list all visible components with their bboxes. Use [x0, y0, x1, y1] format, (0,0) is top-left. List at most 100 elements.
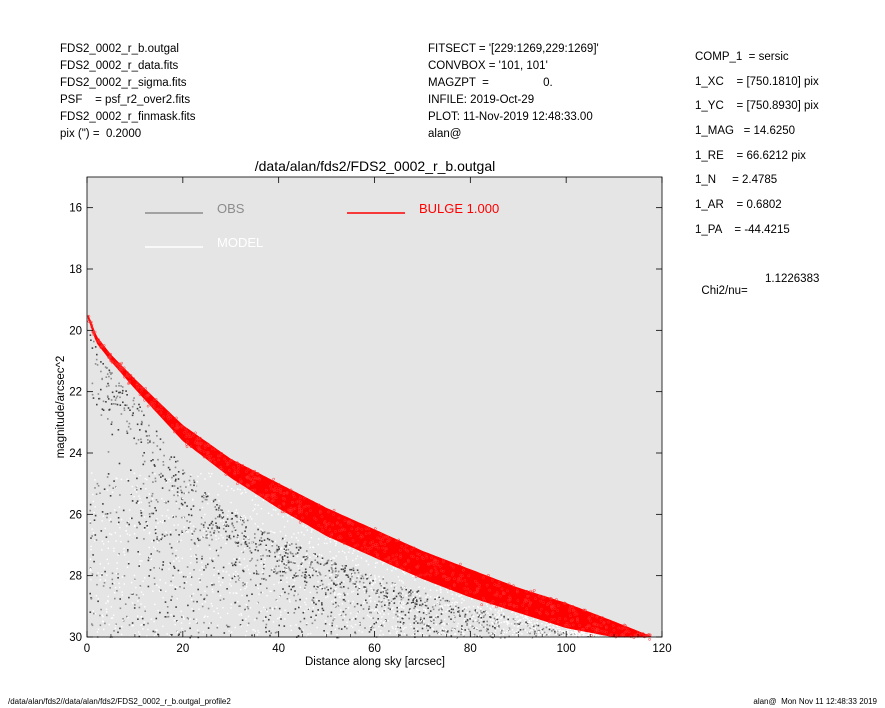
- model-point: [454, 604, 456, 606]
- model-point: [139, 497, 141, 500]
- obs-point: [175, 500, 178, 503]
- bulge-point: [272, 489, 276, 493]
- obs-point: [167, 466, 170, 469]
- model-point: [327, 595, 329, 598]
- obs-point: [261, 532, 264, 534]
- bulge-point: [270, 494, 274, 498]
- obs-point: [178, 633, 180, 635]
- model-point: [370, 580, 372, 583]
- bulge-point: [302, 505, 306, 509]
- model-point: [322, 611, 325, 613]
- obs-point: [376, 592, 379, 595]
- obs-point: [236, 536, 239, 539]
- obs-point: [222, 528, 225, 530]
- obs-point: [285, 564, 288, 566]
- model-point: [548, 626, 550, 628]
- bulge-point: [144, 387, 147, 390]
- model-point: [222, 536, 224, 539]
- model-point: [377, 602, 380, 605]
- obs-point: [389, 608, 392, 611]
- model-point: [567, 631, 570, 633]
- model-point: [251, 541, 253, 544]
- obs-point: [150, 460, 152, 462]
- obs-point: [319, 563, 322, 565]
- model-point: [227, 485, 229, 488]
- model-point: [131, 602, 134, 604]
- model-point: [455, 601, 457, 603]
- obs-point: [283, 570, 285, 573]
- obs-point: [356, 569, 359, 571]
- obs-point: [186, 566, 189, 568]
- model-point: [320, 585, 322, 588]
- model-point: [234, 626, 236, 629]
- model-point: [461, 598, 463, 600]
- obs-point: [211, 560, 214, 563]
- obs-point: [330, 587, 332, 590]
- obs-point: [131, 414, 134, 417]
- model-point: [489, 618, 492, 621]
- bulge-point: [152, 404, 156, 408]
- model-point: [301, 565, 303, 567]
- obs-point: [512, 618, 515, 620]
- bulge-point: [100, 344, 104, 348]
- bulge-point: [394, 557, 398, 561]
- obs-point: [162, 441, 165, 444]
- model-point: [555, 630, 557, 632]
- obs-point: [554, 632, 556, 634]
- obs-point: [147, 622, 149, 625]
- model-point: [447, 623, 450, 625]
- model-point: [130, 492, 132, 495]
- middle-info-line: MAGZPT = 0.: [428, 77, 553, 89]
- bulge-point: [555, 598, 558, 601]
- model-point: [264, 564, 266, 567]
- obs-point: [201, 495, 203, 498]
- bulge-point: [183, 431, 186, 434]
- model-point: [126, 533, 129, 535]
- model-point: [399, 610, 401, 612]
- obs-point: [145, 435, 148, 437]
- obs-point: [457, 630, 460, 633]
- model-point: [284, 543, 287, 545]
- model-point: [431, 627, 434, 630]
- model-point: [588, 632, 591, 634]
- obs-point: [385, 592, 387, 594]
- model-point: [534, 628, 537, 630]
- model-point: [329, 574, 331, 576]
- model-point: [222, 607, 224, 609]
- obs-point: [300, 629, 303, 632]
- model-point: [107, 595, 109, 598]
- obs-point: [467, 628, 470, 631]
- model-point: [276, 570, 278, 572]
- model-point: [471, 598, 473, 600]
- model-point: [398, 601, 401, 603]
- bulge-point: [376, 553, 379, 557]
- bulge-point: [587, 617, 591, 621]
- model-point: [255, 495, 257, 497]
- bulge-point: [291, 501, 294, 504]
- bulge-point: [173, 430, 176, 434]
- obs-point: [400, 630, 402, 633]
- model-point: [190, 530, 193, 532]
- model-point: [201, 506, 204, 509]
- model-point: [366, 576, 368, 578]
- obs-point: [331, 570, 334, 572]
- obs-point: [450, 635, 453, 637]
- model-point: [433, 604, 436, 606]
- model-point: [411, 635, 413, 637]
- bulge-point: [546, 612, 549, 616]
- model-point: [279, 530, 282, 533]
- obs-point: [126, 430, 128, 433]
- model-point: [195, 621, 198, 623]
- model-point: [591, 634, 593, 636]
- bulge-point: [367, 547, 370, 550]
- bulge-point: [251, 469, 255, 473]
- obs-point: [218, 507, 220, 509]
- obs-point: [126, 420, 128, 423]
- model-point: [357, 550, 360, 552]
- model-point: [382, 561, 385, 564]
- model-point: [584, 631, 586, 633]
- model-point: [472, 626, 474, 629]
- model-point: [123, 551, 125, 553]
- model-point: [454, 633, 456, 635]
- model-point: [180, 622, 183, 624]
